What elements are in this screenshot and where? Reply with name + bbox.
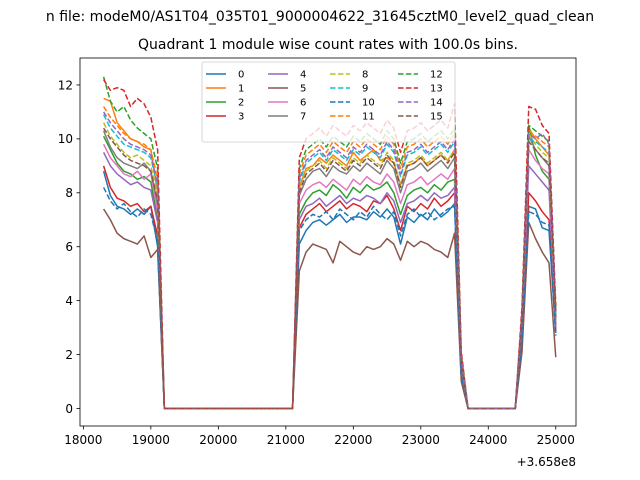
x-tick-label: 19000 [132, 433, 170, 447]
legend-frame [201, 61, 456, 143]
series-line-15 [102, 127, 557, 410]
y-tick-label: 6 [65, 240, 73, 254]
y-tick-label: 12 [58, 78, 73, 92]
legend-label-10: 10 [362, 98, 375, 109]
legend-label-11: 11 [362, 112, 375, 123]
y-axis: 0 2 4 6 8 10 12 [58, 78, 80, 416]
legend-label-12: 12 [430, 70, 443, 81]
y-tick-label: 2 [65, 348, 73, 362]
legend-label-0: 0 [238, 70, 244, 81]
legend-label-9: 9 [362, 84, 368, 95]
axes-title: Quadrant 1 module wise count rates with … [138, 37, 518, 53]
x-axis-offset-text: +3.658e8 [517, 455, 576, 469]
x-tick-label: 20000 [199, 433, 237, 447]
x-tick-label: 24000 [469, 433, 507, 447]
legend-label-1: 1 [238, 84, 244, 95]
x-tick-label: 21000 [267, 433, 305, 447]
legend-label-6: 6 [300, 98, 306, 109]
legend-label-15: 15 [430, 112, 443, 123]
legend-label-8: 8 [362, 70, 368, 81]
legend-label-4: 4 [300, 70, 306, 81]
series-layer [102, 76, 557, 410]
y-tick-label: 0 [65, 402, 73, 416]
legend-label-5: 5 [300, 84, 306, 95]
y-tick-label: 4 [65, 294, 73, 308]
y-tick-label: 8 [65, 186, 73, 200]
y-tick-label: 10 [58, 132, 73, 146]
legend-label-14: 14 [430, 98, 443, 109]
x-axis: 18000 19000 20000 21000 22000 23000 24000 25000 [64, 426, 575, 447]
legend-label-7: 7 [300, 112, 306, 123]
x-tick-label: 18000 [64, 433, 102, 447]
figure-suptitle: n file: modeM0/AS1T04_035T01_9000004622_… [46, 9, 594, 25]
axes-frame [79, 57, 577, 427]
plot-area [79, 57, 577, 427]
x-tick-label: 25000 [537, 433, 575, 447]
legend-label-3: 3 [238, 112, 244, 123]
legend-label-2: 2 [238, 98, 244, 109]
legend-label-13: 13 [430, 84, 443, 95]
x-tick-label: 22000 [334, 433, 372, 447]
x-tick-label: 23000 [402, 433, 440, 447]
